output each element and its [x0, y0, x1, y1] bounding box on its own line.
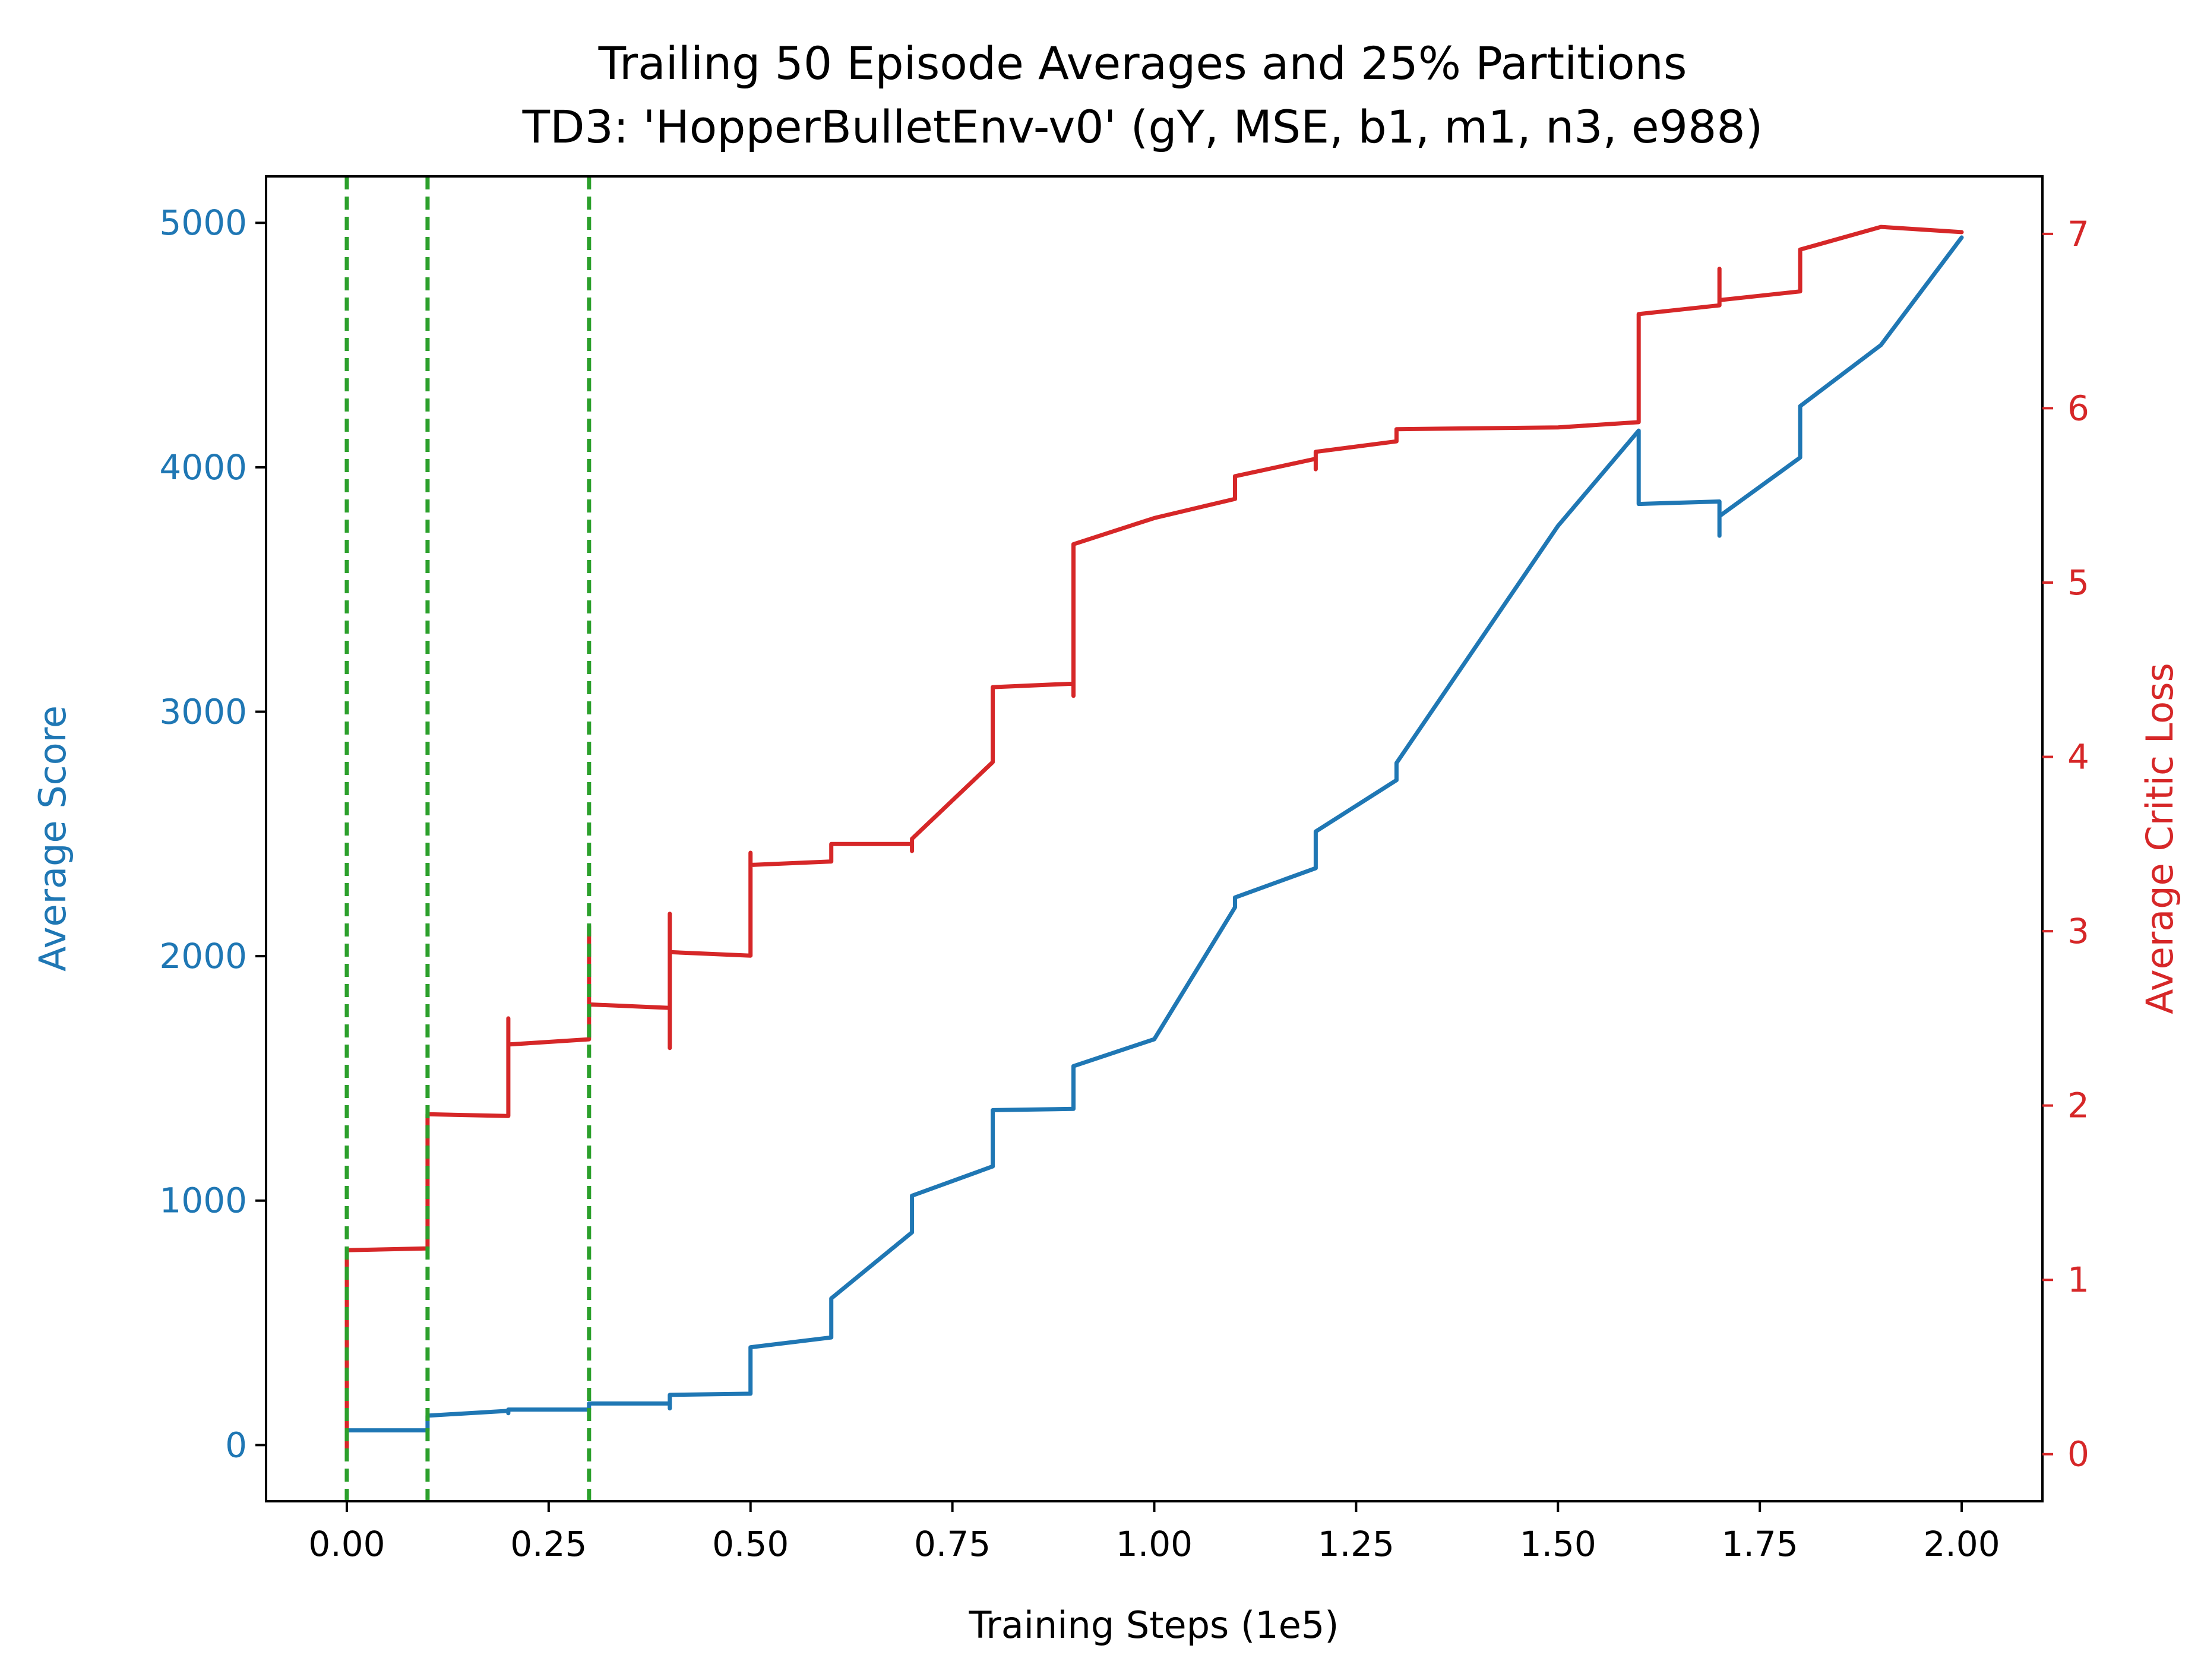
left-y-tick-label: 3000 — [159, 691, 247, 732]
left-y-axis-label: Average Score — [31, 705, 74, 972]
x-tick-label: 1.50 — [1520, 1524, 1596, 1564]
right-y-tick-label: 3 — [2067, 911, 2089, 951]
x-tick-label: 0.50 — [712, 1524, 789, 1564]
x-axis-label: Training Steps (1e5) — [969, 1603, 1339, 1647]
x-tick-label: 1.00 — [1116, 1524, 1193, 1564]
left-y-tick-label: 1000 — [159, 1181, 247, 1221]
left-y-axis: 0 1000 2000 3000 4000 5000 — [159, 203, 266, 1465]
right-y-tick-label: 4 — [2067, 737, 2089, 777]
right-y-tick-label: 2 — [2067, 1086, 2089, 1126]
left-y-tick-label: 2000 — [159, 936, 247, 976]
x-axis: 0.00 0.25 0.50 0.75 1.00 1.25 1.50 1.75 2.00 — [308, 1501, 2000, 1564]
right-y-axis-label: Average Critic Loss — [2138, 663, 2181, 1014]
left-y-tick-label: 5000 — [159, 203, 247, 243]
right-y-tick-label: 1 — [2067, 1260, 2089, 1300]
x-tick-label: 1.75 — [1722, 1524, 1798, 1564]
right-y-tick-label: 0 — [2067, 1434, 2089, 1475]
x-tick-label: 0.75 — [914, 1524, 991, 1564]
chart-subtitle: TD3: 'HopperBulletEnv-v0' (gY, MSE, b1, … — [522, 100, 1763, 153]
x-tick-label: 0.25 — [510, 1524, 587, 1564]
left-y-tick-label: 4000 — [159, 447, 247, 488]
right-y-tick-label: 5 — [2067, 562, 2089, 603]
loss-series-line — [344, 224, 1964, 1457]
right-y-tick-label: 7 — [2067, 214, 2089, 254]
chart-title: Trailing 50 Episode Averages and 25% Par… — [598, 37, 1687, 90]
right-y-axis: 0 1 2 3 4 5 6 7 — [2042, 214, 2089, 1475]
left-y-tick-label: 0 — [225, 1425, 247, 1465]
x-tick-label: 2.00 — [1923, 1524, 2000, 1564]
right-y-tick-label: 6 — [2067, 388, 2089, 428]
x-tick-label: 0.00 — [308, 1524, 385, 1564]
x-tick-label: 1.25 — [1318, 1524, 1394, 1564]
